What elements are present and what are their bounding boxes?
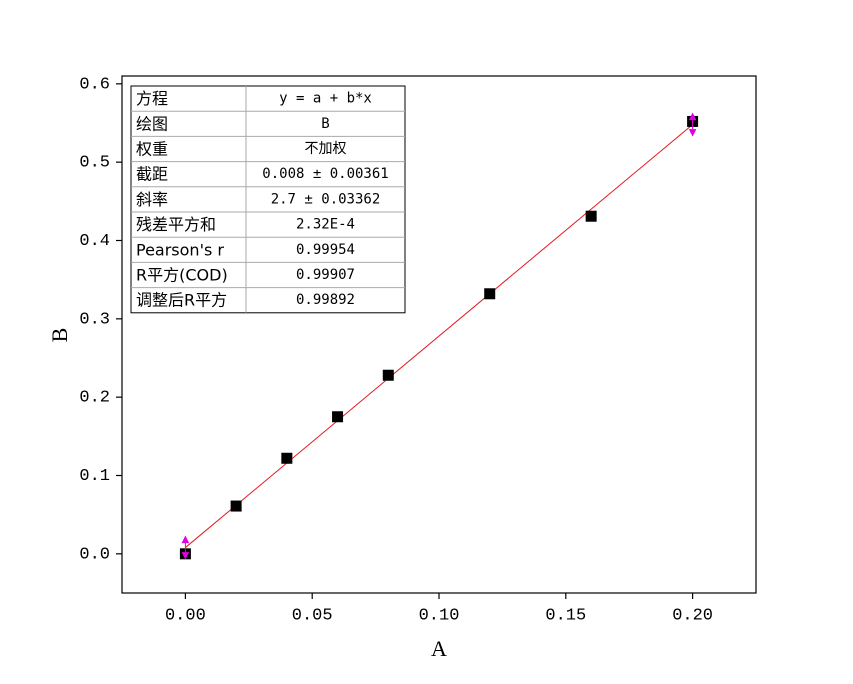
- table-key: 斜率: [136, 190, 168, 209]
- y-axis-label: B: [47, 328, 72, 343]
- table-key: 残差平方和: [136, 215, 216, 234]
- table-value: 0.99954: [296, 242, 355, 258]
- y-tick-label: 0.6: [79, 75, 110, 94]
- y-tick-label: 0.4: [79, 232, 110, 251]
- y-tick-label: 0.2: [79, 389, 110, 408]
- x-tick-label: 0.20: [672, 606, 713, 625]
- x-axis-label: A: [431, 636, 447, 661]
- table-value: 0.008 ± 0.00361: [262, 166, 388, 182]
- stats-table: [130, 85, 406, 314]
- table-key: 绘图: [136, 114, 168, 133]
- table-key: 调整后R平方: [136, 291, 227, 310]
- data-point: [484, 288, 496, 300]
- table-key: 方程: [136, 89, 168, 108]
- y-tick-label: 0.3: [79, 310, 110, 329]
- x-tick-label: 0.05: [292, 606, 333, 625]
- table-value: 0.99892: [296, 292, 355, 308]
- x-tick-label: 0.00: [165, 606, 206, 625]
- table-value: y = a + b*x: [279, 91, 372, 107]
- table-key: 权重: [136, 140, 168, 159]
- table-key: 截距: [136, 165, 168, 184]
- table-key: R平方(COD): [136, 266, 228, 285]
- y-tick-label: 0.5: [79, 154, 110, 173]
- fit-line: [185, 124, 693, 548]
- data-point: [332, 411, 344, 423]
- fit-end-marker: [688, 112, 697, 137]
- y-tick-label: 0.0: [79, 545, 110, 564]
- table-value: 0.99907: [296, 267, 355, 283]
- table-value: B: [321, 116, 329, 132]
- x-tick-label: 0.10: [419, 606, 460, 625]
- data-point: [585, 210, 597, 222]
- table-value: 不加权: [305, 141, 347, 157]
- data-point: [281, 452, 293, 464]
- table-key: Pearson's r: [136, 240, 224, 259]
- table-value: 2.7 ± 0.03362: [271, 191, 381, 207]
- y-tick-label: 0.1: [79, 467, 110, 486]
- x-tick-label: 0.15: [545, 606, 586, 625]
- fit-end-marker: [181, 535, 190, 560]
- table-value: 2.32E-4: [296, 217, 355, 233]
- data-point: [230, 500, 242, 512]
- data-point: [382, 369, 394, 381]
